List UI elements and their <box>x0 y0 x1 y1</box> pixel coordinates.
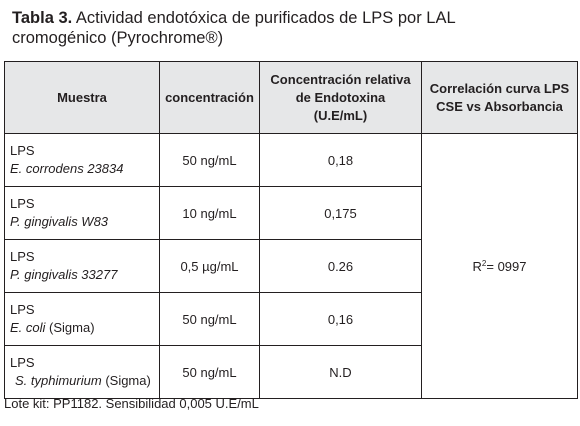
sample-strain: P. gingivalis 33277 <box>10 267 118 282</box>
sample-type: LPS <box>10 249 35 264</box>
header-concentracion: concentración <box>159 61 260 134</box>
header-correlacion: Correlación curva LPS CSE vs Absorbancia <box>421 61 578 134</box>
table-row: LPS S. typhimurium (Sigma) 50 ng/mL N.D <box>4 345 578 399</box>
sample-type: LPS <box>10 302 35 317</box>
sample-cell: LPS E. corrodens 23834 <box>4 133 160 187</box>
footnote: Lote kit: PP1182. Sensibilidad 0,005 U.E… <box>4 396 259 411</box>
sample-cell: LPS S. typhimurium (Sigma) <box>4 345 160 399</box>
sample-cell: LPS E. coli (Sigma) <box>4 292 160 346</box>
header-relativa-line1: Concentración relativa <box>270 71 411 87</box>
concentration-cell: 50 ng/mL <box>159 133 260 187</box>
endotoxin-activity-table: Muestra concentración Concentración rela… <box>4 61 578 399</box>
correlation-superscript: 2 <box>481 258 487 268</box>
sample-cell: LPS P. gingivalis W83 <box>4 186 160 240</box>
relative-concentration-cell: N.D <box>259 345 422 399</box>
sample-suffix: (Sigma) <box>45 320 95 335</box>
caption-text-line2: cromogénico (Pyrochrome®) <box>12 29 224 47</box>
table-row: LPS P. gingivalis W83 10 ng/mL 0,175 <box>4 186 578 240</box>
table-row: LPS P. gingivalis 33277 0,5 µg/mL 0.26 <box>4 239 578 293</box>
header-correlacion-line2: CSE vs Absorbancia <box>436 98 563 114</box>
correlation-prefix: R <box>472 258 482 274</box>
relative-concentration-cell: 0,18 <box>259 133 422 187</box>
header-muestra: Muestra <box>4 61 160 134</box>
sample-type: LPS <box>10 355 35 370</box>
header-concentracion-relativa: Concentración relativa de Endotoxina (U.… <box>259 61 422 134</box>
concentration-cell: 50 ng/mL <box>159 292 260 346</box>
concentration-cell: 10 ng/mL <box>159 186 260 240</box>
sample-type: LPS <box>10 196 35 211</box>
header-correlacion-line1: Correlación curva LPS <box>429 80 570 96</box>
header-row: Muestra concentración Concentración rela… <box>4 61 578 134</box>
relative-concentration-cell: 0,175 <box>259 186 422 240</box>
sample-cell: LPS P. gingivalis 33277 <box>4 239 160 293</box>
sample-strain: S. typhimurium <box>15 373 102 388</box>
concentration-cell: 0,5 µg/mL <box>159 239 260 293</box>
header-relativa-line2: de Endotoxina <box>295 89 386 105</box>
table-caption: Tabla 3. Actividad endotóxica de purific… <box>12 8 572 48</box>
concentration-cell: 50 ng/mL <box>159 345 260 399</box>
correlation-cell: R2= 0997 <box>421 133 578 399</box>
relative-concentration-cell: 0,16 <box>259 292 422 346</box>
sample-type: LPS <box>10 143 35 158</box>
relative-concentration-cell: 0.26 <box>259 239 422 293</box>
sample-strain: E. coli <box>10 320 46 335</box>
caption-label: Tabla 3. <box>12 9 73 27</box>
header-relativa-line3: (U.E/mL) <box>313 107 368 123</box>
sample-strain: E. corrodens 23834 <box>10 161 124 176</box>
caption-text-line1: Actividad endotóxica de purificados de L… <box>72 9 456 27</box>
table-row: LPS E. corrodens 23834 50 ng/mL 0,18 R2=… <box>4 133 578 399</box>
sample-suffix: (Sigma) <box>101 373 151 388</box>
sample-strain: P. gingivalis W83 <box>10 214 109 229</box>
correlation-value: = 0997 <box>486 258 527 274</box>
table-row: LPS E. coli (Sigma) 50 ng/mL 0,16 <box>4 292 578 346</box>
